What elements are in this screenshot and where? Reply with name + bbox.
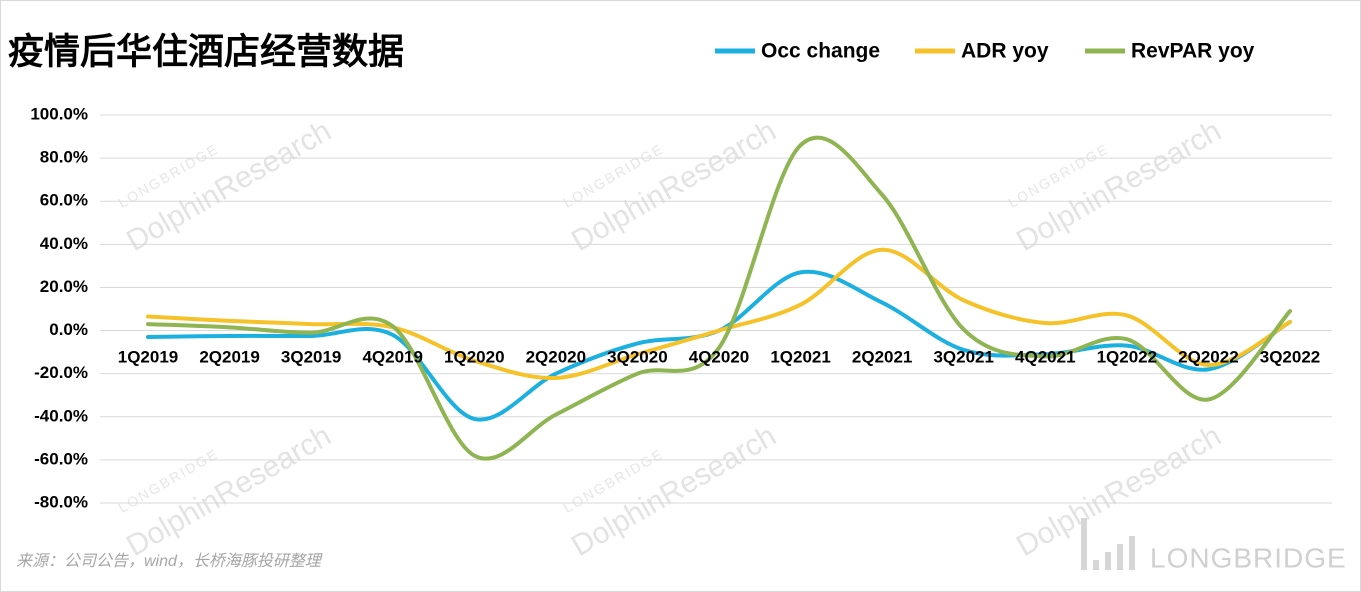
y-tick-label: -80.0%	[34, 492, 88, 511]
logo-bar	[1117, 544, 1123, 570]
y-tick-label: -20.0%	[34, 363, 88, 382]
x-tick-label: 3Q2020	[607, 347, 668, 366]
legend-label: Occ change	[761, 40, 880, 63]
y-tick-label: -40.0%	[34, 406, 88, 425]
x-tick-label: 3Q2019	[281, 347, 342, 366]
x-tick-label: 2Q2021	[852, 347, 913, 366]
y-tick-label: 100.0%	[30, 104, 88, 123]
logo-bar	[1105, 552, 1111, 570]
x-tick-label: 2Q2019	[199, 347, 260, 366]
lines	[146, 135, 1292, 461]
x-tick-label: 4Q2019	[362, 347, 423, 366]
x-tick-label: 1Q2022	[1097, 347, 1158, 366]
x-tick-label: 2Q2022	[1178, 347, 1239, 366]
chart-title: 疫情后华住酒店经营数据	[8, 31, 404, 72]
x-tick-label: 2Q2020	[526, 347, 587, 366]
x-tick-label: 3Q2022	[1260, 347, 1321, 366]
x-tick-label: 3Q2021	[933, 347, 994, 366]
labels: -80.0% -60.0% -40.0% -20.0% 0.0% 20.0% 40.0% 60…	[30, 104, 1320, 511]
x-tick-label: 4Q2020	[689, 347, 750, 366]
y-tick-label: 40.0%	[40, 234, 88, 253]
x-tick-label: 1Q2021	[770, 347, 831, 366]
x-tick-label: 1Q2020	[444, 347, 505, 366]
y-tick-label: 20.0%	[40, 277, 88, 296]
brand-logo: LONGBRIDGE	[1081, 518, 1347, 573]
source-note: 来源：公司公告，wind，长桥海豚投研整理	[16, 552, 323, 570]
logo-bar	[1093, 560, 1099, 570]
legend-label: RevPAR yoy	[1131, 40, 1255, 63]
y-tick-label: 0.0%	[49, 320, 88, 339]
y-tick-label: -60.0%	[34, 449, 88, 468]
legend: Occ change ADR yoy RevPAR yoy	[715, 40, 1255, 63]
series-line	[146, 135, 1292, 461]
x-tick-label: 4Q2021	[1015, 347, 1076, 366]
y-tick-label: 80.0%	[40, 148, 88, 167]
x-tick-label: 1Q2019	[118, 347, 179, 366]
logo-bar	[1081, 518, 1087, 570]
brand-logo-text: LONGBRIDGE	[1150, 542, 1347, 573]
legend-label: ADR yoy	[961, 40, 1049, 63]
y-tick-label: 60.0%	[40, 191, 88, 210]
logo-bar	[1129, 536, 1135, 570]
